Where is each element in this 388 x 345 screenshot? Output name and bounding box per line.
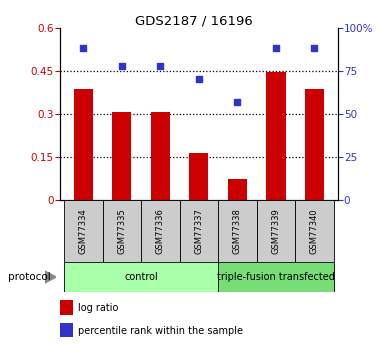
- Text: GSM77336: GSM77336: [156, 208, 165, 254]
- Bar: [256, 200, 295, 262]
- Bar: [60, 300, 73, 315]
- Point: [157, 63, 163, 68]
- Text: GSM77339: GSM77339: [272, 208, 281, 254]
- Text: GSM77338: GSM77338: [233, 208, 242, 254]
- Bar: [60, 323, 73, 337]
- Text: triple-fusion transfected: triple-fusion transfected: [217, 272, 335, 282]
- Text: GSM77337: GSM77337: [194, 208, 203, 254]
- Point: [196, 77, 202, 82]
- Bar: [102, 200, 141, 262]
- Text: log ratio: log ratio: [78, 303, 119, 313]
- Bar: [189, 152, 208, 200]
- Bar: [64, 200, 102, 262]
- Text: GSM77334: GSM77334: [79, 208, 88, 254]
- Text: GDS2187 / 16196: GDS2187 / 16196: [135, 14, 253, 27]
- Text: control: control: [124, 272, 158, 282]
- Point: [273, 46, 279, 51]
- Point: [119, 63, 125, 68]
- Bar: [305, 89, 324, 200]
- Point: [234, 99, 241, 105]
- Bar: [74, 89, 93, 200]
- Text: GSM77335: GSM77335: [117, 208, 126, 254]
- Bar: [228, 179, 247, 200]
- Text: protocol: protocol: [8, 272, 50, 282]
- Bar: [151, 112, 170, 200]
- Bar: [180, 200, 218, 262]
- Point: [311, 46, 317, 51]
- Bar: [218, 262, 334, 292]
- Point: [80, 46, 87, 51]
- Bar: [141, 200, 180, 262]
- Text: GSM77340: GSM77340: [310, 208, 319, 254]
- Text: percentile rank within the sample: percentile rank within the sample: [78, 326, 243, 336]
- Bar: [295, 200, 334, 262]
- Bar: [112, 112, 132, 200]
- Polygon shape: [45, 271, 56, 283]
- Bar: [266, 72, 286, 200]
- Bar: [64, 262, 218, 292]
- Bar: [218, 200, 256, 262]
